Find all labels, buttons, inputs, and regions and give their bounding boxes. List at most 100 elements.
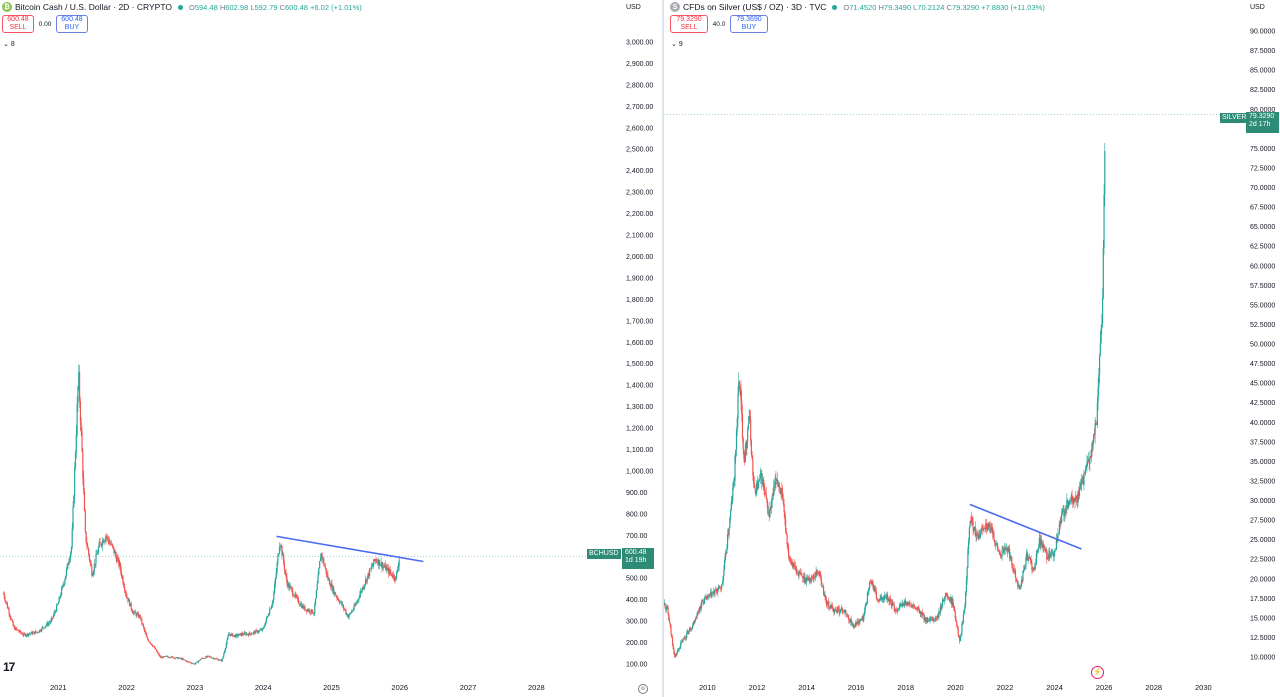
candle-body xyxy=(984,528,986,530)
candle-body xyxy=(866,592,869,604)
bch-title[interactable]: Bitcoin Cash / U.S. Dollar · 2D · CRYPTO xyxy=(15,2,172,12)
candle-body xyxy=(63,583,65,585)
candle-body xyxy=(159,655,161,657)
bch-chart-pane[interactable]: 100.00200.00300.00400.00500.00600.00700.… xyxy=(0,0,662,697)
candle-body xyxy=(889,598,892,602)
candle-body xyxy=(92,575,94,576)
candle-body xyxy=(136,613,138,616)
candle-body xyxy=(798,571,800,577)
candle-body xyxy=(1043,544,1045,550)
candle-body xyxy=(788,556,790,559)
bch-buy-button[interactable]: 600.48 BUY xyxy=(56,15,88,33)
candle-body xyxy=(760,473,762,475)
candle-body xyxy=(749,415,751,420)
candle-body xyxy=(909,601,911,606)
candle-body xyxy=(47,623,50,626)
candle-body xyxy=(697,611,699,613)
candle-body xyxy=(384,564,386,568)
x-tick-label: 2021 xyxy=(50,683,67,692)
candle-body xyxy=(703,598,706,604)
candle-body xyxy=(260,629,263,631)
silver-buy-button[interactable]: 79.3690 BUY xyxy=(730,15,768,33)
candle-body xyxy=(343,608,345,610)
silver-chart-canvas[interactable]: 10.0000 12.5000 15.0000 17.5000 20.0000 22.50… xyxy=(664,0,1280,697)
candle-body xyxy=(262,627,264,629)
pane-divider[interactable] xyxy=(662,0,664,697)
candle-body xyxy=(859,619,861,622)
candle-body xyxy=(689,628,691,631)
candle-body xyxy=(380,562,382,566)
candle-body xyxy=(668,620,671,624)
settings-icon[interactable]: ⚙ xyxy=(638,684,648,694)
silver-indicators-toggle[interactable]: ⌄ 9 xyxy=(671,40,683,49)
candle-body xyxy=(55,611,57,613)
candle-body xyxy=(142,624,145,628)
bch-sell-button[interactable]: 600.48 SELL xyxy=(2,15,34,33)
candle-body xyxy=(1085,467,1087,470)
candle-body xyxy=(849,620,851,623)
candle-body xyxy=(700,606,702,609)
candle-body xyxy=(889,598,891,602)
candle-body xyxy=(961,624,963,634)
candle-body xyxy=(1058,523,1061,534)
bch-indicators-toggle[interactable]: ⌄ 8 xyxy=(3,40,15,49)
candle-body xyxy=(328,579,331,585)
silver-title[interactable]: CFDs on Silver (US$ / OZ) · 3D · TVC xyxy=(683,2,827,12)
silver-chart-pane[interactable]: 10.0000 12.5000 15.0000 17.5000 20.0000 22.50… xyxy=(664,0,1280,697)
candle-body xyxy=(162,656,164,658)
candle-body xyxy=(383,566,386,568)
tradingview-logo-icon[interactable]: 17 xyxy=(3,660,15,674)
candle-body xyxy=(212,658,214,659)
candle-body xyxy=(898,605,901,609)
candle-body xyxy=(24,634,27,637)
candle-body xyxy=(154,646,156,649)
candle-body xyxy=(912,605,914,606)
x-tick-label: 2012 xyxy=(749,683,766,692)
candle-body xyxy=(904,600,906,605)
candle-body xyxy=(261,628,263,631)
candle-body xyxy=(1040,539,1043,545)
candle-body xyxy=(312,613,314,614)
y-tick-label: 300.00 xyxy=(626,619,648,626)
candle-body xyxy=(232,633,234,637)
candle-body xyxy=(867,591,869,593)
candle-body xyxy=(919,611,921,614)
candle-body xyxy=(765,493,767,499)
candle-body xyxy=(761,473,763,485)
candle-body xyxy=(685,637,687,638)
candle-body xyxy=(267,615,269,617)
silver-currency-label[interactable]: USD xyxy=(1250,4,1265,11)
silver-sell-button[interactable]: 79.3290 SELL xyxy=(670,15,708,33)
candle-body xyxy=(959,635,962,642)
candle-body xyxy=(93,563,95,572)
candle-body xyxy=(59,597,61,598)
candle-body xyxy=(1096,402,1098,425)
candle-body xyxy=(916,607,918,609)
candle-body xyxy=(64,579,66,584)
candle-body xyxy=(731,500,733,503)
candle-body xyxy=(1023,566,1026,570)
candle-body xyxy=(1020,586,1022,590)
candle-body xyxy=(897,609,899,612)
bch-currency-label[interactable]: USD xyxy=(626,4,641,11)
candle-body xyxy=(297,598,299,603)
candle-body xyxy=(224,647,227,651)
candle-body xyxy=(906,603,908,606)
candle-body xyxy=(750,439,752,455)
candle-body xyxy=(666,606,668,608)
silver-last-price-tag: 79.3290 2d 17h xyxy=(1246,112,1279,133)
bch-chart-canvas[interactable]: 100.00200.00300.00400.00500.00600.00700.… xyxy=(0,0,662,697)
candle-body xyxy=(2,593,4,594)
candle-body xyxy=(68,561,70,565)
candle-body xyxy=(174,657,176,659)
candle-body xyxy=(87,545,89,549)
candle-body xyxy=(337,598,340,601)
candle-body xyxy=(723,569,725,577)
lightning-icon[interactable]: ⚡ xyxy=(1091,666,1104,679)
candle-body xyxy=(732,482,735,488)
candle-body xyxy=(304,606,306,611)
candle-body xyxy=(299,604,301,606)
candle-body xyxy=(198,659,200,662)
bch-buy-price: 600.48 xyxy=(61,16,83,23)
candle-body xyxy=(829,606,831,609)
